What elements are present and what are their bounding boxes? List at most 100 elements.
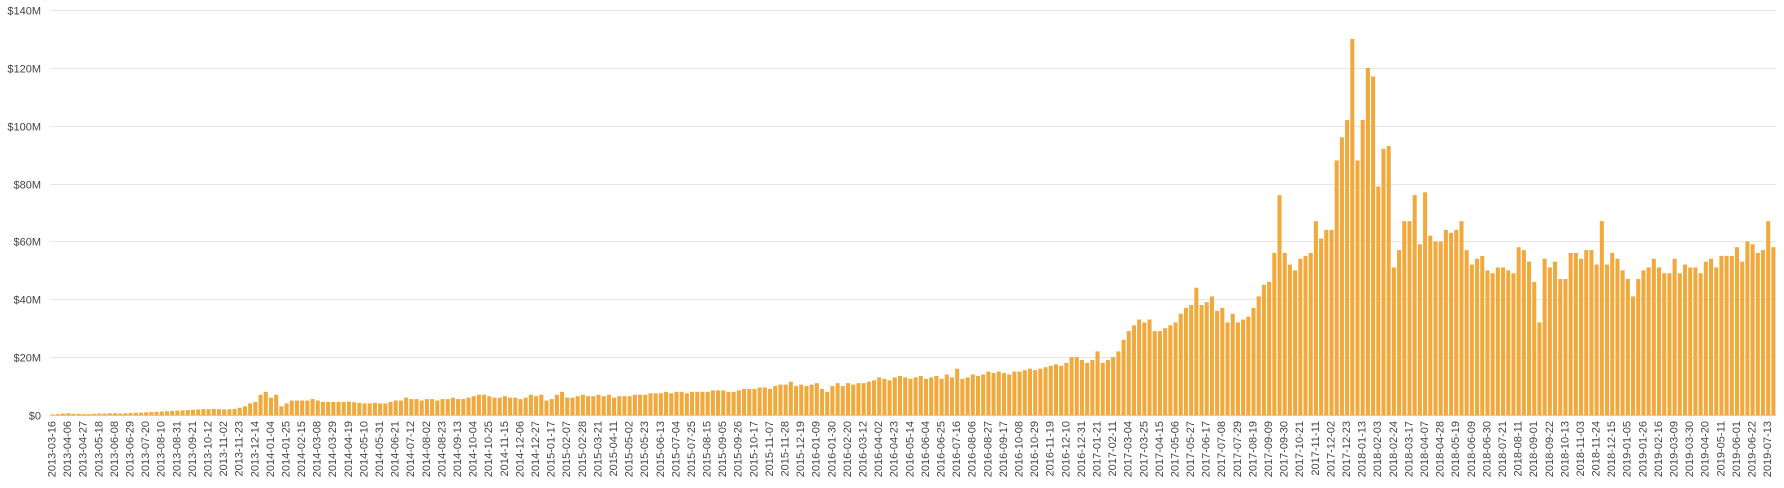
bar[interactable] xyxy=(809,384,814,416)
bar[interactable] xyxy=(1449,232,1454,415)
bar[interactable] xyxy=(1698,273,1703,415)
bar[interactable] xyxy=(773,386,778,415)
bar[interactable] xyxy=(591,396,596,415)
bar[interactable] xyxy=(1121,339,1126,415)
bar[interactable] xyxy=(570,397,575,415)
bar[interactable] xyxy=(731,391,736,415)
bar[interactable] xyxy=(476,394,481,415)
bar[interactable] xyxy=(825,391,830,415)
bar[interactable] xyxy=(949,377,955,415)
bar[interactable] xyxy=(237,407,242,415)
bar[interactable] xyxy=(1682,264,1688,415)
bar[interactable] xyxy=(190,409,195,415)
bar[interactable] xyxy=(242,406,247,415)
bar[interactable] xyxy=(565,397,570,415)
bar[interactable] xyxy=(502,396,507,415)
bar[interactable] xyxy=(658,393,663,415)
bar[interactable] xyxy=(398,400,403,415)
bar[interactable] xyxy=(346,401,351,415)
bar[interactable] xyxy=(643,394,648,415)
bar[interactable] xyxy=(466,397,471,415)
bar[interactable] xyxy=(528,394,533,415)
bar[interactable] xyxy=(440,399,445,415)
bar[interactable] xyxy=(788,381,793,415)
bar[interactable] xyxy=(1324,229,1329,415)
bar[interactable] xyxy=(263,391,268,415)
bar[interactable] xyxy=(1651,258,1656,415)
bar[interactable] xyxy=(1454,229,1459,415)
bar[interactable] xyxy=(1490,273,1495,415)
bar[interactable] xyxy=(1589,250,1594,415)
bar[interactable] xyxy=(1111,357,1116,415)
bar[interactable] xyxy=(211,408,216,415)
bar[interactable] xyxy=(248,403,253,415)
bar[interactable] xyxy=(1506,270,1511,415)
bar[interactable] xyxy=(102,413,107,415)
bar[interactable] xyxy=(1480,255,1485,415)
bar[interactable] xyxy=(435,400,440,415)
bar[interactable] xyxy=(1381,148,1386,416)
bar[interactable] xyxy=(1163,328,1168,415)
bar[interactable] xyxy=(456,399,461,415)
bar[interactable] xyxy=(1714,267,1719,415)
bar[interactable] xyxy=(757,387,762,415)
bar[interactable] xyxy=(845,383,851,415)
bar[interactable] xyxy=(1220,307,1225,415)
bar[interactable] xyxy=(1573,253,1578,415)
bar[interactable] xyxy=(1209,296,1214,415)
bar[interactable] xyxy=(955,368,960,415)
bar[interactable] xyxy=(923,378,929,415)
bar[interactable] xyxy=(783,384,788,416)
bar[interactable] xyxy=(164,411,170,415)
bar[interactable] xyxy=(424,399,429,415)
bar[interactable] xyxy=(606,394,611,415)
bar[interactable] xyxy=(138,412,144,415)
bar[interactable] xyxy=(716,390,721,415)
bar[interactable] xyxy=(1402,221,1407,415)
bar[interactable] xyxy=(939,378,944,415)
bar[interactable] xyxy=(944,374,949,416)
bar[interactable] xyxy=(133,412,138,415)
bar[interactable] xyxy=(1553,261,1558,415)
bar[interactable] xyxy=(294,400,299,415)
bar[interactable] xyxy=(222,409,227,416)
bar[interactable] xyxy=(1022,370,1027,415)
bar[interactable] xyxy=(1391,267,1396,415)
bar[interactable] xyxy=(747,388,752,415)
bar[interactable] xyxy=(1126,331,1131,415)
bar[interactable] xyxy=(1428,235,1433,415)
bar[interactable] xyxy=(1605,264,1610,415)
bar[interactable] xyxy=(1313,221,1318,415)
bar[interactable] xyxy=(913,377,918,415)
bar[interactable] xyxy=(300,400,305,415)
bar[interactable] xyxy=(1729,255,1734,415)
bar[interactable] xyxy=(1527,261,1532,415)
bar[interactable] xyxy=(1641,270,1646,415)
bar[interactable] xyxy=(1620,270,1625,415)
bar[interactable] xyxy=(1646,267,1651,415)
bar[interactable] xyxy=(471,396,476,415)
bar[interactable] xyxy=(1516,247,1521,415)
bar[interactable] xyxy=(497,397,502,415)
bar[interactable] xyxy=(1256,296,1261,415)
bar[interactable] xyxy=(1755,253,1760,415)
bar[interactable] xyxy=(1501,267,1506,415)
bar[interactable] xyxy=(513,397,518,415)
bar[interactable] xyxy=(840,386,845,415)
bar[interactable] xyxy=(357,402,362,415)
bar[interactable] xyxy=(289,400,294,415)
bar[interactable] xyxy=(1225,322,1230,415)
bar[interactable] xyxy=(216,409,221,415)
bar[interactable] xyxy=(1397,250,1402,415)
bar[interactable] xyxy=(575,396,580,415)
bar[interactable] xyxy=(617,396,622,415)
bar[interactable] xyxy=(76,413,81,415)
bar[interactable] xyxy=(60,413,66,415)
bar[interactable] xyxy=(1105,360,1110,415)
bar[interactable] xyxy=(1287,264,1292,415)
bar[interactable] xyxy=(710,390,715,415)
bar[interactable] xyxy=(1293,270,1298,415)
bar[interactable] xyxy=(1350,38,1355,416)
bar[interactable] xyxy=(92,413,97,415)
bar[interactable] xyxy=(1703,261,1708,415)
